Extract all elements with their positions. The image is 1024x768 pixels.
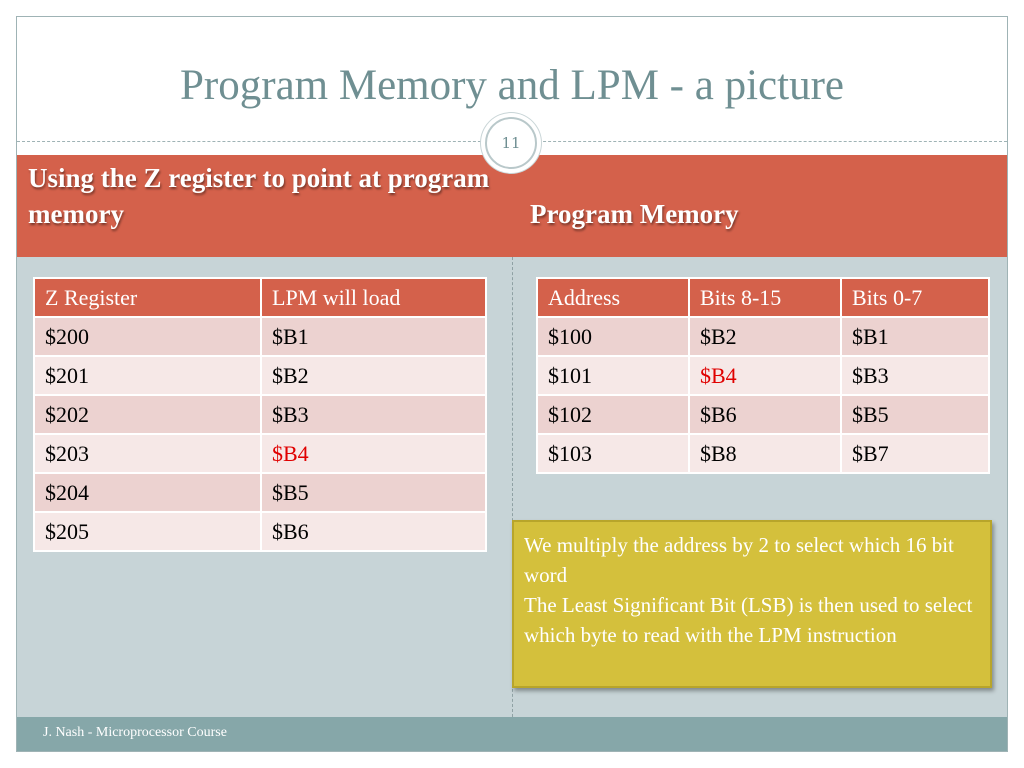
table-row: $103 $B8 $B7 [536,433,990,474]
table-row: $203 $B4 [33,433,487,474]
column-header: Bits 8-15 [688,277,842,318]
table-cell: $B5 [260,472,487,513]
table-cell: $203 [33,433,262,474]
table-header-row: Z Register LPM will load [33,277,487,318]
table-cell: $101 [536,355,690,396]
slide-number-badge: 11 [485,117,537,169]
note-line: We multiply the address by 2 to select w… [524,533,954,587]
table-cell: $B6 [260,511,487,552]
footer-text: J. Nash - Microprocessor Course [43,725,227,740]
table-cell: $204 [33,472,262,513]
table-cell: $B1 [260,316,487,357]
column-header: Bits 0-7 [840,277,990,318]
table-cell: $B8 [688,433,842,474]
table-cell: $B3 [840,355,990,396]
note-line: The Least Significant Bit (LSB) is then … [524,593,973,647]
table-row: $101 $B4 $B3 [536,355,990,396]
table-row: $102 $B6 $B5 [536,394,990,435]
program-memory-table: Address Bits 8-15 Bits 0-7 $100 $B2 $B1 … [536,277,990,474]
table-cell: $B1 [840,316,990,357]
column-header: LPM will load [260,277,487,318]
table-row: $202 $B3 [33,394,487,435]
table-header-row: Address Bits 8-15 Bits 0-7 [536,277,990,318]
right-column-heading: Program Memory [530,199,739,229]
header-band [17,155,1007,257]
table-cell: $201 [33,355,262,396]
highlighted-cell: $B4 [260,433,487,474]
left-column-heading: Using the Z register to point at program… [28,163,490,229]
table-cell: $B7 [840,433,990,474]
table-cell: $B6 [688,394,842,435]
table-cell: $B3 [260,394,487,435]
table-row: $204 $B5 [33,472,487,513]
table-row: $205 $B6 [33,511,487,552]
column-header: Address [536,277,690,318]
table-cell: $200 [33,316,262,357]
table-row: $200 $B1 [33,316,487,357]
table-cell: $B2 [688,316,842,357]
page-title: Program Memory and LPM - a picture [180,62,844,109]
column-header: Z Register [33,277,262,318]
table-cell: $202 [33,394,262,435]
table-cell: $102 [536,394,690,435]
table-cell: $B2 [260,355,487,396]
table-cell: $103 [536,433,690,474]
table-row: $201 $B2 [33,355,487,396]
table-cell: $B5 [840,394,990,435]
highlighted-cell: $B4 [688,355,842,396]
z-register-table: Z Register LPM will load $200 $B1 $201 $… [33,277,487,552]
table-cell: $205 [33,511,262,552]
footer: J. Nash - Microprocessor Course [17,717,1007,751]
explanation-note: We multiply the address by 2 to select w… [512,520,992,688]
column-divider [512,257,513,717]
table-cell: $100 [536,316,690,357]
table-row: $100 $B2 $B1 [536,316,990,357]
